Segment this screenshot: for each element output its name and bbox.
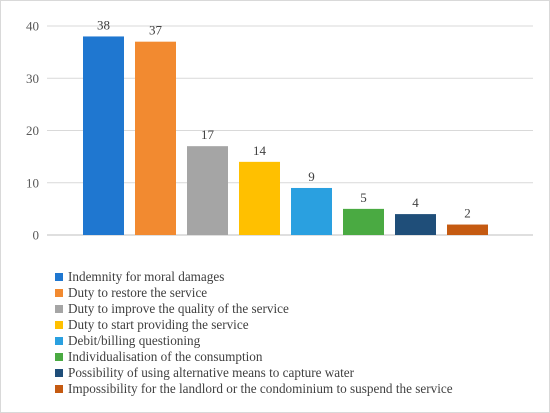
legend-swatch [55,273,63,281]
bar [239,161,280,235]
y-tick-label: 30 [26,71,39,86]
y-tick-label: 10 [26,175,39,190]
legend-label: Duty to restore the service [68,285,208,300]
legend-swatch [55,337,63,345]
legend-swatch [55,353,63,361]
bar [187,146,228,235]
legend-label: Individualisation of the consumption [68,349,263,364]
legend-item: Individualisation of the consumption [55,349,453,365]
legend-item: Possibility of using alternative means t… [55,365,453,381]
data-label: 4 [412,195,419,210]
legend-swatch [55,321,63,329]
legend-item: Duty to restore the service [55,285,453,301]
data-label: 17 [201,127,215,142]
data-label: 2 [464,206,471,221]
data-label: 37 [149,23,163,38]
bar [343,208,384,235]
legend-label: Duty to start providing the service [68,317,249,332]
data-label: 38 [97,17,110,32]
bar [447,224,488,235]
bar [291,187,332,235]
bar [83,36,124,236]
legend-item: Indemnity for moral damages [55,269,453,285]
data-label: 14 [253,143,267,158]
legend-swatch [55,369,63,377]
y-tick-label: 0 [33,228,40,243]
legend-item: Duty to improve the quality of the servi… [55,301,453,317]
bar [395,214,436,235]
y-tick-label: 40 [26,19,39,34]
legend: Indemnity for moral damages Duty to resto… [55,269,453,397]
legend-item: Debit/billing questioning [55,333,453,349]
legend-swatch [55,289,63,297]
data-label: 9 [308,169,315,184]
y-tick-label: 20 [26,123,39,138]
legend-label: Duty to improve the quality of the servi… [68,301,289,316]
legend-label: Impossibility for the landlord or the co… [68,381,453,396]
y-axis-ticks: 0 10 20 30 40 [26,19,39,243]
legend-swatch [55,305,63,313]
legend-label: Possibility of using alternative means t… [68,365,355,380]
legend-label: Debit/billing questioning [68,333,201,348]
legend-item: Duty to start providing the service [55,317,453,333]
bar-chart: 0 10 20 30 40 38 37 17 14 9 5 4 2 [26,17,533,243]
legend-swatch [55,385,63,393]
bars [83,36,488,236]
bar [135,41,176,235]
legend-label: Indemnity for moral damages [68,269,225,284]
data-labels: 38 37 17 14 9 5 4 2 [97,17,471,220]
legend-item: Impossibility for the landlord or the co… [55,381,453,397]
data-label: 5 [360,190,367,205]
